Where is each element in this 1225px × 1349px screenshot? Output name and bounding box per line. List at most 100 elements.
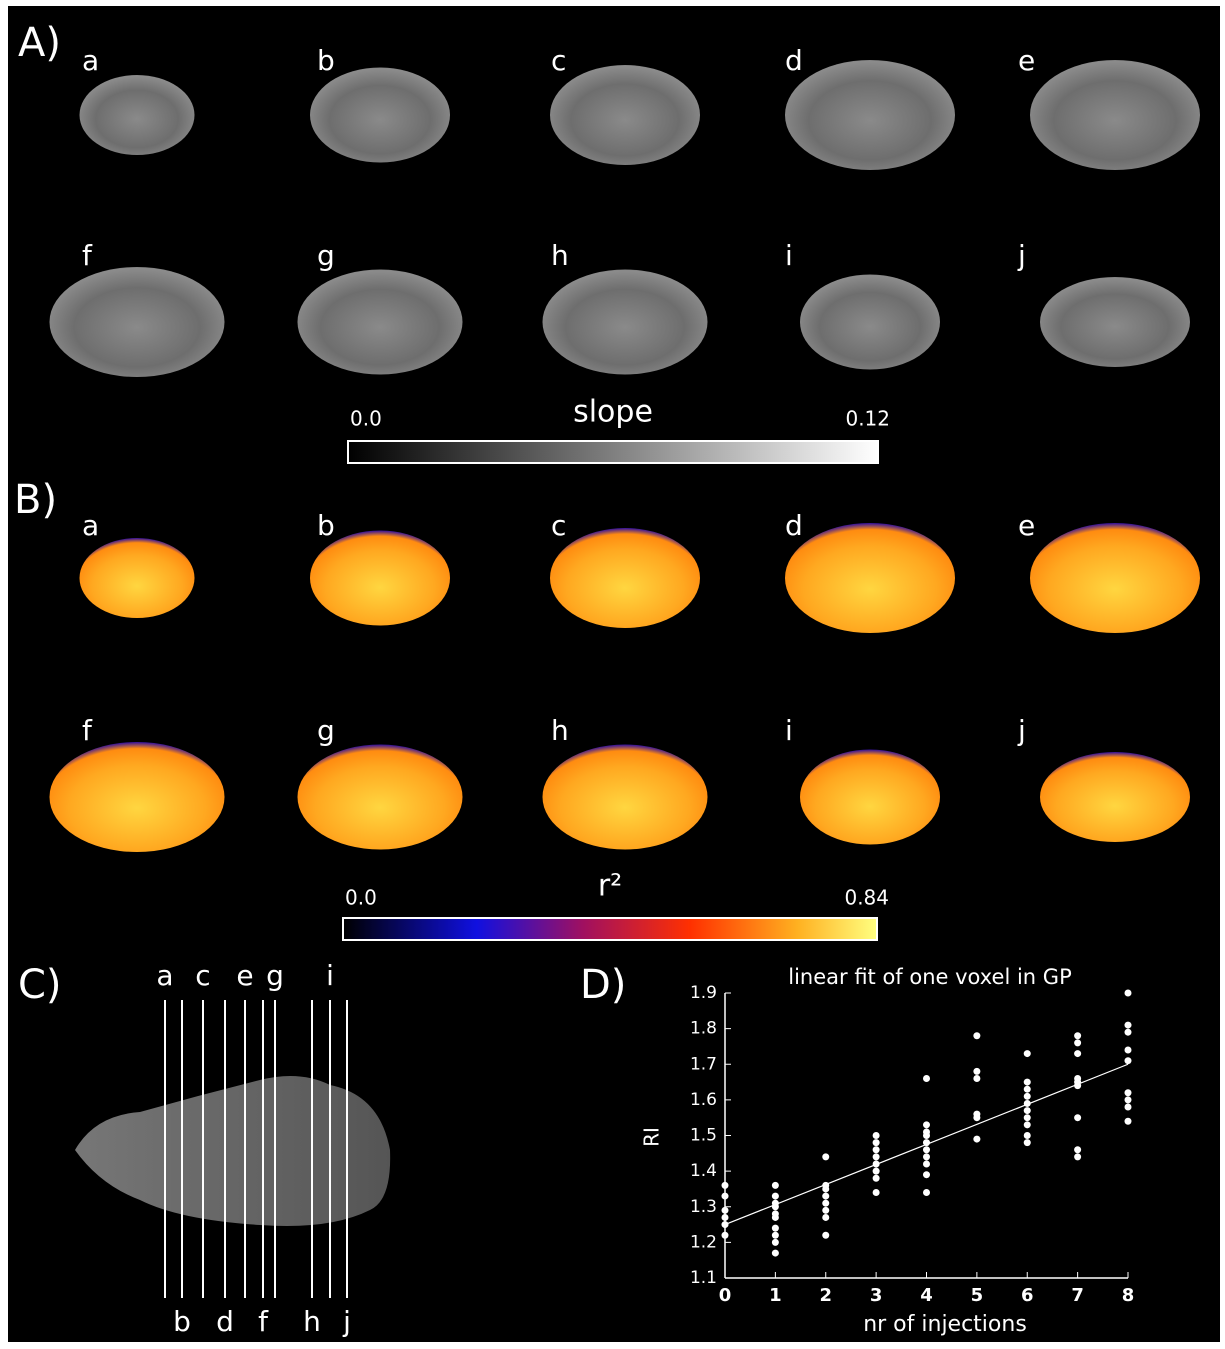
- brain-slice: [298, 270, 463, 375]
- slice-line-label: g: [266, 959, 284, 992]
- data-point: [923, 1132, 930, 1139]
- data-point: [973, 1114, 980, 1121]
- brain-slice: [550, 528, 700, 628]
- x-tick-label: 2: [819, 1285, 832, 1306]
- brain-slice: [800, 275, 940, 370]
- data-point: [822, 1185, 829, 1192]
- brain-slice: [800, 750, 940, 845]
- y-tick-label: 1.6: [690, 1090, 717, 1110]
- colorbar: [343, 918, 877, 940]
- brain-slice: [80, 538, 195, 618]
- slice-label: d: [785, 509, 803, 542]
- data-point: [1024, 1132, 1031, 1139]
- brain-slice: [50, 267, 225, 377]
- slice-label: b: [317, 44, 335, 77]
- brain-slice: [1030, 523, 1200, 633]
- x-tick-label: 0: [719, 1285, 732, 1306]
- slice-label: a: [82, 44, 99, 77]
- panel-label: D): [580, 962, 626, 1008]
- brain-slice: [50, 742, 225, 852]
- data-point: [1024, 1079, 1031, 1086]
- data-point: [973, 1068, 980, 1075]
- data-point: [722, 1182, 729, 1189]
- data-point: [1024, 1139, 1031, 1146]
- data-point: [1024, 1121, 1031, 1128]
- y-tick-label: 1.1: [690, 1268, 717, 1288]
- data-point: [1125, 1118, 1132, 1125]
- brain-slice: [1040, 277, 1190, 367]
- figure: A)abcdefghijB)abcdefghijslope0.00.12r²0.…: [0, 0, 1225, 1349]
- data-point: [772, 1225, 779, 1232]
- data-point: [772, 1239, 779, 1246]
- data-point: [722, 1207, 729, 1214]
- data-point: [722, 1193, 729, 1200]
- y-tick-label: 1.7: [690, 1054, 717, 1074]
- data-point: [1125, 1104, 1132, 1111]
- x-axis-label: nr of injections: [863, 1312, 1027, 1337]
- slice-label: c: [551, 509, 566, 542]
- slice-line-label: b: [173, 1305, 191, 1338]
- panel-label: C): [18, 962, 62, 1008]
- data-point: [772, 1250, 779, 1257]
- data-point: [973, 1032, 980, 1039]
- data-point: [873, 1189, 880, 1196]
- y-tick-label: 1.4: [690, 1161, 717, 1181]
- data-point: [1074, 1050, 1081, 1057]
- brain-slice: [550, 65, 700, 165]
- data-point: [822, 1153, 829, 1160]
- y-tick-label: 1.9: [690, 983, 717, 1003]
- data-point: [1024, 1093, 1031, 1100]
- x-tick-label: 4: [920, 1285, 933, 1306]
- slice-label: e: [1018, 44, 1035, 77]
- data-point: [822, 1193, 829, 1200]
- brain-slice: [80, 75, 195, 155]
- data-point: [1074, 1032, 1081, 1039]
- slice-label: c: [551, 44, 566, 77]
- data-point: [1074, 1114, 1081, 1121]
- data-point: [923, 1121, 930, 1128]
- data-point: [772, 1214, 779, 1221]
- data-point: [923, 1075, 930, 1082]
- brain-slice: [785, 60, 955, 170]
- brain-slice: [310, 68, 450, 163]
- colorbar-max: 0.84: [844, 886, 889, 910]
- data-point: [1024, 1086, 1031, 1093]
- data-point: [722, 1214, 729, 1221]
- brain-slice: [298, 745, 463, 850]
- data-point: [822, 1200, 829, 1207]
- colorbar-title: slope: [573, 395, 653, 430]
- slice-label: j: [1017, 714, 1026, 747]
- data-point: [873, 1168, 880, 1175]
- data-point: [873, 1175, 880, 1182]
- data-point: [1125, 1096, 1132, 1103]
- brain-slice: [1030, 60, 1200, 170]
- chart-title: linear fit of one voxel in GP: [788, 965, 1071, 989]
- data-point: [923, 1189, 930, 1196]
- y-tick-label: 1.3: [690, 1197, 717, 1217]
- y-tick-label: 1.5: [690, 1126, 717, 1146]
- x-tick-label: 5: [971, 1285, 984, 1306]
- slice-label: g: [317, 239, 335, 272]
- data-point: [772, 1232, 779, 1239]
- slice-line-label: d: [216, 1305, 234, 1338]
- data-point: [1074, 1153, 1081, 1160]
- brain-slice: [1040, 752, 1190, 842]
- slice-label: d: [785, 44, 803, 77]
- slice-label: h: [551, 239, 569, 272]
- data-point: [973, 1136, 980, 1143]
- brain-slice: [543, 745, 708, 850]
- data-point: [923, 1146, 930, 1153]
- panel-label: A): [18, 20, 61, 66]
- data-point: [822, 1207, 829, 1214]
- y-axis-label: RI: [640, 1127, 664, 1147]
- colorbar-max: 0.12: [845, 407, 890, 431]
- data-point: [772, 1182, 779, 1189]
- data-point: [1125, 990, 1132, 997]
- slice-line-label: c: [195, 959, 210, 992]
- slice-line-label: a: [156, 959, 173, 992]
- colorbar-title: r²: [598, 869, 622, 904]
- data-point: [1125, 1089, 1132, 1096]
- x-tick-label: 7: [1071, 1285, 1084, 1306]
- data-point: [1074, 1039, 1081, 1046]
- data-point: [1125, 1022, 1132, 1029]
